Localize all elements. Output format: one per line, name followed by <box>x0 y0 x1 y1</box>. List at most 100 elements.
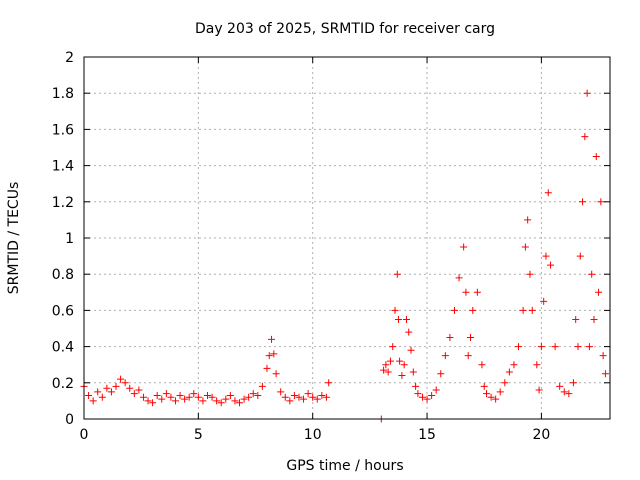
data-point <box>144 397 152 405</box>
data-point <box>121 379 129 387</box>
data-point <box>213 397 221 405</box>
data-point <box>176 391 184 399</box>
data-point <box>533 361 541 369</box>
data-point <box>231 397 239 405</box>
y-tick-label: 1.8 <box>52 86 74 102</box>
data-point <box>483 390 491 398</box>
data-point <box>98 393 106 401</box>
data-point <box>455 274 463 282</box>
data-point <box>400 361 408 369</box>
data-point <box>405 328 413 336</box>
data-point <box>222 395 230 403</box>
y-tick-label: 2 <box>65 50 74 66</box>
data-point <box>446 334 454 342</box>
data-point <box>588 270 596 278</box>
data-point <box>245 393 253 401</box>
data-point <box>412 382 420 390</box>
data-point <box>117 375 125 383</box>
data-point <box>510 361 518 369</box>
data-point <box>576 252 584 260</box>
data-point <box>569 379 577 387</box>
data-point <box>286 397 294 405</box>
data-point <box>181 395 189 403</box>
data-point <box>537 343 545 351</box>
y-tick-label: 0.4 <box>52 340 74 356</box>
data-point <box>386 357 394 365</box>
x-axis-label: GPS time / hours <box>286 458 403 474</box>
data-point <box>560 388 568 396</box>
y-tick-label: 0.2 <box>52 376 74 392</box>
data-point <box>313 395 321 403</box>
data-point <box>103 384 111 392</box>
data-point <box>551 343 559 351</box>
data-point <box>270 350 278 358</box>
data-point <box>240 395 248 403</box>
data-point <box>185 393 193 401</box>
data-point <box>380 366 388 374</box>
data-point <box>542 252 550 260</box>
data-point <box>199 397 207 405</box>
data-point <box>107 388 115 396</box>
axis-ticks: 0 5 10 15 20 0 0.2 0.4 0.6 0.8 1 1.2 1.4 1.6 1.8 2 <box>52 50 610 443</box>
y-tick-label: 1.4 <box>52 159 74 175</box>
data-point <box>322 393 330 401</box>
data-point <box>194 393 202 401</box>
data-point <box>572 315 580 323</box>
data-point <box>540 297 548 305</box>
data-point <box>556 382 564 390</box>
data-point <box>466 334 474 342</box>
data-point <box>428 391 436 399</box>
y-axis-label: SRMTID / TECUs <box>6 182 22 295</box>
data-point <box>394 315 402 323</box>
data-point <box>94 388 102 396</box>
data-point <box>581 133 589 141</box>
y-tick-label: 1.2 <box>52 195 74 211</box>
data-point <box>524 216 532 224</box>
data-point <box>441 352 449 360</box>
data-point <box>565 390 573 398</box>
data-point <box>236 399 244 407</box>
data-point <box>478 361 486 369</box>
data-point <box>389 343 397 351</box>
data-point <box>437 370 445 378</box>
data-point <box>535 386 543 394</box>
data-point <box>190 390 198 398</box>
x-tick-label: 20 <box>532 427 550 443</box>
data-point <box>450 306 458 314</box>
data-point <box>208 393 216 401</box>
data-point <box>583 89 591 97</box>
data-point <box>295 393 303 401</box>
data-point <box>590 315 598 323</box>
data-point <box>574 343 582 351</box>
data-point <box>249 390 257 398</box>
data-point <box>277 388 285 396</box>
data-point <box>528 306 536 314</box>
data-point <box>158 395 166 403</box>
data-point <box>391 306 399 314</box>
data-point <box>304 390 312 398</box>
data-point <box>460 243 468 251</box>
data-points <box>80 89 609 423</box>
data-point <box>85 391 93 399</box>
data-point <box>464 352 472 360</box>
data-point <box>487 393 495 401</box>
data-point <box>407 346 415 354</box>
data-point <box>521 243 529 251</box>
data-point <box>432 386 440 394</box>
data-point <box>462 288 470 296</box>
data-point <box>254 391 262 399</box>
data-point <box>402 315 410 323</box>
plot-border <box>83 56 611 420</box>
y-tick-label: 1.6 <box>52 122 74 138</box>
data-point <box>480 382 488 390</box>
data-point <box>290 391 298 399</box>
data-point <box>592 153 600 161</box>
data-point <box>265 352 273 360</box>
data-point <box>203 391 211 399</box>
data-point <box>473 288 481 296</box>
y-tick-label: 0 <box>65 412 74 428</box>
data-point <box>126 384 134 392</box>
data-point <box>601 370 609 378</box>
data-point <box>501 379 509 387</box>
data-point <box>272 370 280 378</box>
